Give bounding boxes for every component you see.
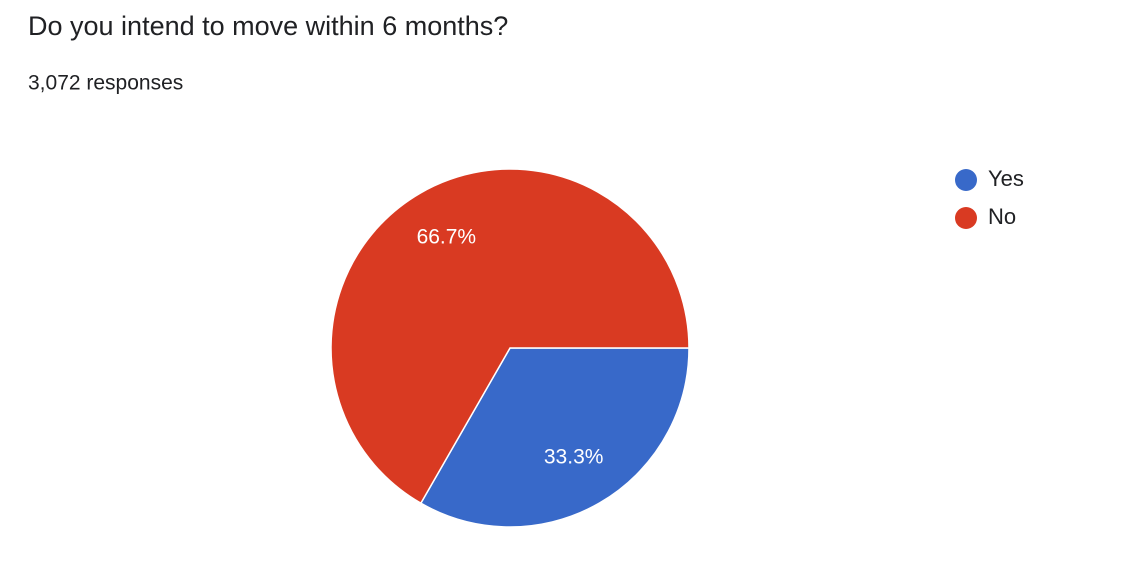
slice-label: 66.7%	[417, 226, 477, 249]
legend-label: Yes	[988, 166, 1024, 191]
legend-marker	[955, 207, 977, 229]
legend-label: No	[988, 204, 1016, 229]
pie-slice	[419, 347, 690, 528]
chart-subtitle: 3,072 responses	[28, 72, 183, 95]
legend-marker	[955, 169, 977, 191]
pie-slice	[330, 168, 690, 505]
slice-label: 33.3%	[544, 446, 604, 469]
chart-title: Do you intend to move within 6 months?	[28, 11, 508, 41]
